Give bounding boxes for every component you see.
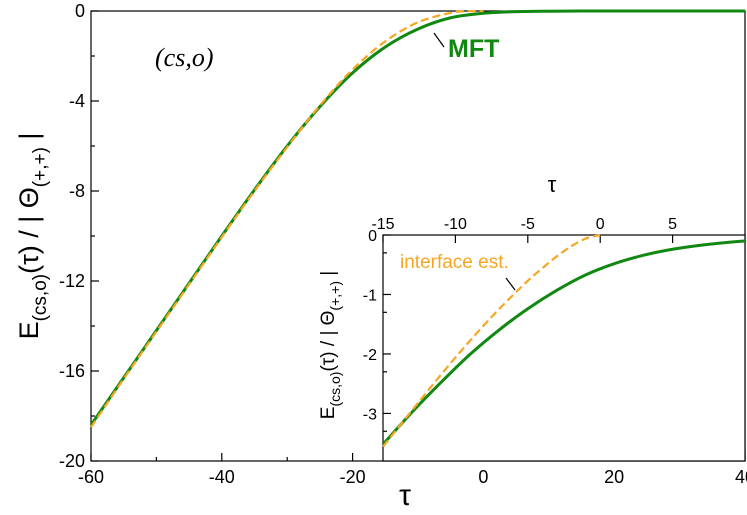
inset-x-tick-label: -10 bbox=[444, 216, 467, 233]
main-y-tick-label: -4 bbox=[69, 91, 85, 111]
inset-y-tick-label: -1 bbox=[363, 287, 377, 304]
inset-series-label: interface est. bbox=[400, 252, 509, 273]
inset-plot-frame bbox=[382, 234, 746, 462]
main-x-tick-label: 20 bbox=[604, 467, 624, 487]
main-ticks: -60-40-20020400-4-8-12-16-20 bbox=[59, 1, 747, 487]
inset-ticks: -15 -10 -5 0 5 0 -1 -2 -3 bbox=[363, 216, 677, 432]
y-axis-label-sub: (cs,o) bbox=[30, 274, 51, 322]
main-series bbox=[89, 9, 745, 428]
y-axis-label-end: | bbox=[14, 133, 44, 148]
main-x-tick-label: -60 bbox=[78, 467, 104, 487]
inset-y-label-mid: (τ) / | Θ bbox=[318, 311, 339, 372]
inset-background bbox=[383, 235, 745, 461]
main-solid-series-line bbox=[89, 9, 745, 426]
panel-annotation: (cs,o) bbox=[155, 43, 213, 72]
y-axis-label-sub2: (+,+) bbox=[30, 147, 51, 187]
main-y-tick-label: -12 bbox=[59, 271, 85, 291]
main-y-tick-label: 0 bbox=[75, 1, 85, 21]
main-y-tick-label: -20 bbox=[59, 451, 85, 471]
y-axis-label: E(cs,o)(τ) / | Θ(+,+) | bbox=[14, 133, 51, 340]
y-axis-label-mid: (τ) / | Θ bbox=[14, 187, 44, 274]
inset-dashed-series-line bbox=[382, 233, 601, 448]
inset-solid-series-line bbox=[381, 239, 746, 446]
inset-y-label-sub: (cs,o) bbox=[327, 372, 343, 407]
main-x-tick-label: 40 bbox=[735, 467, 747, 487]
inset-x-axis-label: τ bbox=[548, 172, 557, 197]
main-y-tick-label: -16 bbox=[59, 361, 85, 381]
inset-y-axis-label: E(cs,o)(τ) / | Θ(+,+) | bbox=[318, 271, 343, 419]
main-dashed-series-line bbox=[90, 9, 484, 428]
inset-x-tick-label: -15 bbox=[371, 216, 394, 233]
inset-y-tick-label: -3 bbox=[363, 406, 377, 423]
main-x-tick-label: -40 bbox=[209, 467, 235, 487]
inset-x-tick-label: 5 bbox=[668, 216, 677, 233]
inset-y-label-end: | bbox=[318, 271, 339, 281]
y-axis-label-main: E bbox=[14, 321, 44, 339]
inset-x-tick-label: -5 bbox=[521, 216, 535, 233]
mft-label: MFT bbox=[448, 35, 499, 63]
main-y-tick-label: -8 bbox=[69, 181, 85, 201]
inset-y-tick-label: -2 bbox=[363, 347, 377, 364]
inset-y-label-main: E bbox=[318, 407, 339, 420]
mft-leader-line bbox=[433, 32, 445, 48]
inset-series bbox=[381, 233, 746, 448]
main-x-tick-label: -20 bbox=[340, 467, 366, 487]
main-x-tick-label: 0 bbox=[478, 467, 488, 487]
x-axis-label: τ bbox=[399, 479, 411, 510]
inset-leader-line bbox=[505, 277, 516, 291]
inset-y-tick-label: 0 bbox=[368, 228, 377, 245]
inset-x-tick-label: 0 bbox=[596, 216, 605, 233]
inset-y-label-sub2: (+,+) bbox=[327, 281, 343, 311]
